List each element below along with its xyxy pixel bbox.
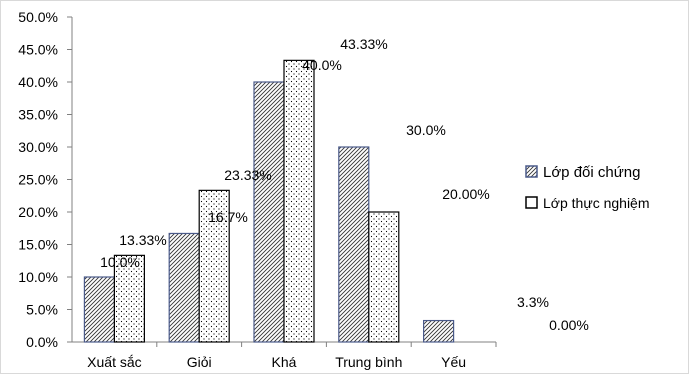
legend-label: Lớp đối chứng <box>543 164 640 181</box>
bar-experimental <box>198 189 230 343</box>
data-labels: 10.0% 13.33% 16.7% 23.33% 40.0% 43.33% 30.0% 20… <box>100 36 589 333</box>
bars <box>83 59 455 343</box>
legend-swatch <box>525 196 538 209</box>
data-label: 43.33% <box>340 36 387 52</box>
y-tick-label: 10.0% <box>18 269 58 285</box>
bar-experimental <box>368 211 400 343</box>
data-label: 10.0% <box>100 254 140 270</box>
bar-control <box>83 276 116 343</box>
x-tick-label: Khá <box>272 354 297 370</box>
x-tick-label: Xuất sắc <box>87 354 141 370</box>
y-tick-label: 20.0% <box>18 204 58 220</box>
y-tick-label: 35.0% <box>18 107 58 123</box>
bar-control <box>253 81 285 343</box>
y-tick-label: 15.0% <box>18 237 58 253</box>
axes: 0.0% 5.0% 10.0% 15.0% 20.0% 25.0% 30.0% 35.0% 40… <box>18 9 497 370</box>
x-tick-label: Trung bình <box>335 354 402 370</box>
bar-experimental <box>283 59 315 343</box>
y-tick-label: 25.0% <box>18 172 58 188</box>
bar-control <box>338 146 370 343</box>
y-tick-label: 40.0% <box>18 74 58 90</box>
y-tick-label: 0.0% <box>26 334 58 350</box>
bar-control <box>168 232 200 343</box>
data-label: 20.00% <box>442 186 489 202</box>
data-label: 16.7% <box>208 209 248 225</box>
y-tick-label: 50.0% <box>18 9 58 25</box>
data-label: 30.0% <box>406 122 446 138</box>
x-tick-label: Yếu <box>441 354 466 370</box>
legend-swatch <box>525 165 538 178</box>
y-tick-label: 45.0% <box>18 42 58 58</box>
x-tick-label: Giỏi <box>187 354 212 370</box>
data-label: 13.33% <box>119 232 166 248</box>
legend-label: Lớp thực nghiệm <box>543 195 650 211</box>
data-label: 3.3% <box>517 294 549 310</box>
data-label: 40.0% <box>302 57 342 73</box>
data-label: 23.33% <box>224 167 271 183</box>
y-tick-label: 30.0% <box>18 139 58 155</box>
legend: Lớp đối chứng Lớp thực nghiệm <box>525 164 650 211</box>
data-label: 0.00% <box>549 317 589 333</box>
y-tick-label: 5.0% <box>26 302 58 318</box>
bar-experimental <box>113 254 146 343</box>
bar-control <box>423 319 455 343</box>
